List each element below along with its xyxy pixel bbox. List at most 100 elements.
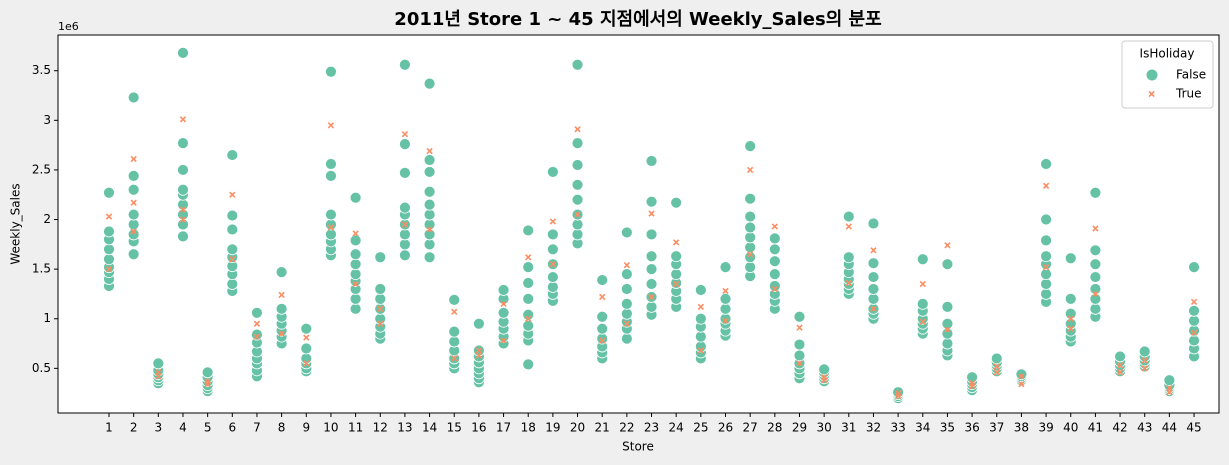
y-tick-label: 1 <box>43 311 51 325</box>
point <box>374 283 387 295</box>
point <box>423 198 436 211</box>
point <box>497 284 510 296</box>
point <box>522 277 535 289</box>
point <box>127 91 140 104</box>
x-tick-label: 39 <box>1038 421 1053 435</box>
point <box>1190 329 1198 336</box>
point <box>127 248 140 261</box>
x-tick-label: 38 <box>1014 421 1029 435</box>
point <box>842 210 855 223</box>
point <box>1188 334 1200 347</box>
point <box>719 312 732 325</box>
x-tick-label: 3 <box>154 421 162 435</box>
point <box>620 268 633 281</box>
point <box>796 360 803 367</box>
point <box>645 250 658 263</box>
point <box>620 307 633 320</box>
x-tick-label: 35 <box>940 421 955 435</box>
point <box>105 213 113 220</box>
point <box>1190 298 1198 306</box>
legend-marker <box>1145 68 1159 82</box>
point <box>722 287 729 295</box>
x-tick-label: 40 <box>1063 421 1078 435</box>
x-tick-label: 24 <box>669 421 684 435</box>
point <box>867 217 880 230</box>
plot-frame <box>57 34 1220 414</box>
point <box>546 166 559 178</box>
point <box>325 65 337 78</box>
x-tick-label: 36 <box>964 421 979 435</box>
point <box>522 293 535 305</box>
point <box>845 279 852 287</box>
point <box>374 293 387 305</box>
point <box>596 274 609 286</box>
point <box>352 280 359 288</box>
point <box>278 330 285 337</box>
point <box>525 254 532 261</box>
x-tick-label: 31 <box>841 421 856 435</box>
point <box>648 210 655 217</box>
point <box>793 310 806 323</box>
point <box>399 238 411 251</box>
point <box>744 261 757 274</box>
point <box>1116 369 1124 376</box>
point <box>275 302 288 315</box>
point <box>303 334 310 341</box>
point <box>201 366 214 379</box>
point <box>744 140 757 153</box>
x-tick-label: 20 <box>570 421 585 435</box>
point <box>768 243 781 256</box>
point <box>1040 278 1052 290</box>
point <box>623 262 631 269</box>
point <box>670 268 683 281</box>
point <box>327 224 335 231</box>
point <box>1040 268 1052 281</box>
x-tick-label: 37 <box>989 421 1004 435</box>
point <box>1163 374 1176 387</box>
point <box>1042 182 1050 189</box>
point <box>546 243 559 256</box>
point <box>768 280 781 292</box>
x-tick-label: 27 <box>743 421 758 435</box>
point <box>226 149 239 161</box>
point <box>1116 362 1124 369</box>
point <box>177 230 189 243</box>
y-tick-label: 0.5 <box>32 361 51 375</box>
point <box>574 211 581 218</box>
point <box>423 251 436 264</box>
point <box>697 347 705 354</box>
point <box>1114 350 1126 363</box>
point <box>670 196 683 209</box>
legend-box <box>1121 40 1214 109</box>
point <box>423 154 436 166</box>
point <box>423 238 436 251</box>
y-tick-label: 3 <box>43 113 51 127</box>
point <box>349 248 362 261</box>
point <box>549 261 557 268</box>
point <box>177 164 189 176</box>
x-tick-label: 18 <box>521 421 536 435</box>
point <box>571 228 584 241</box>
point <box>127 183 140 196</box>
point <box>694 330 707 343</box>
y-axis-label: Weekly_Sales <box>9 183 23 264</box>
point <box>426 226 433 233</box>
point <box>522 224 535 237</box>
point <box>426 147 433 155</box>
marks <box>103 46 1200 405</box>
point <box>349 258 362 271</box>
point <box>1018 381 1025 388</box>
point <box>1040 250 1052 263</box>
point <box>549 218 557 225</box>
x-tick-label: 44 <box>1162 421 1177 435</box>
point <box>127 169 140 182</box>
point <box>645 263 658 276</box>
point <box>399 58 411 71</box>
point <box>1166 385 1173 392</box>
point <box>1015 368 1028 381</box>
point <box>472 317 485 330</box>
point <box>522 308 535 321</box>
x-tick-label: 19 <box>545 421 560 435</box>
point <box>744 192 757 205</box>
point <box>1092 225 1099 232</box>
